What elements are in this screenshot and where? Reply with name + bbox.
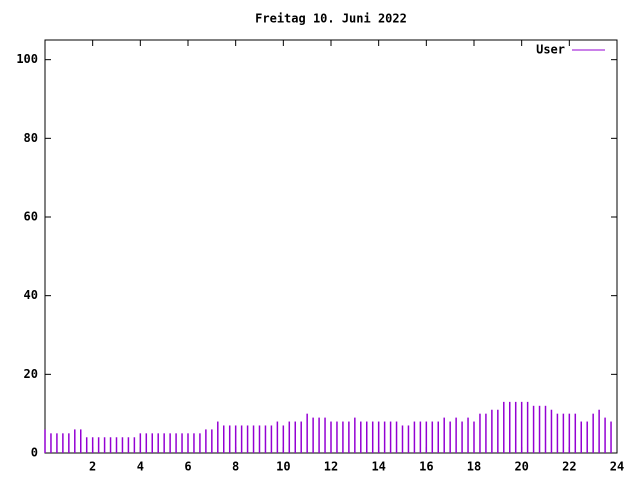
y-tick-label: 100 [16, 52, 38, 66]
x-tick-label: 8 [232, 460, 239, 474]
y-tick-label: 0 [31, 446, 38, 460]
x-tick-label: 20 [514, 460, 528, 474]
x-tick-label: 22 [562, 460, 576, 474]
chart-title: Freitag 10. Juni 2022 [255, 12, 407, 26]
x-tick-label: 16 [419, 460, 433, 474]
legend-label: User [536, 43, 565, 57]
x-tick-label: 18 [467, 460, 481, 474]
x-tick-label: 12 [324, 460, 338, 474]
y-tick-label: 60 [24, 210, 38, 224]
x-tick-label: 10 [276, 460, 290, 474]
y-tick-label: 80 [24, 131, 38, 145]
x-tick-label: 4 [137, 460, 144, 474]
x-tick-label: 6 [184, 460, 191, 474]
x-tick-label: 14 [371, 460, 385, 474]
plot-frame [44, 39, 618, 454]
y-tick-label: 40 [24, 288, 38, 302]
x-tick-label: 2 [89, 460, 96, 474]
x-tick-label: 24 [610, 460, 624, 474]
y-tick-label: 20 [24, 367, 38, 381]
